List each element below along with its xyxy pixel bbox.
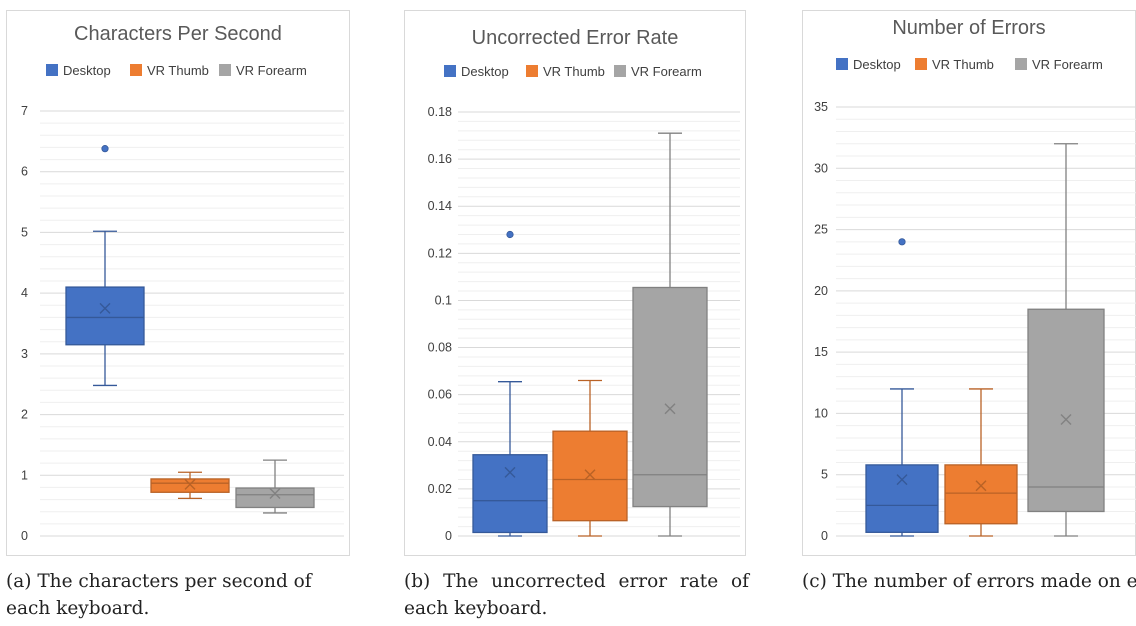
legend-label-0: Desktop (853, 57, 901, 72)
iqr-box (632, 286, 708, 508)
legend-label-0: Desktop (461, 64, 509, 79)
box-vr-forearm (632, 132, 708, 537)
y-tick-label: 5 (821, 468, 828, 482)
iqr-box (1027, 308, 1105, 513)
y-tick-label: 0.04 (428, 435, 452, 449)
legend-swatch-1 (915, 58, 927, 70)
mean-marker (184, 478, 196, 490)
mean-marker (504, 466, 516, 478)
y-tick-label: 7 (21, 104, 28, 118)
box-vr-forearm (1027, 143, 1105, 537)
box-chart-uncorrected-error-rate: Uncorrected Error Rate Desktop VR Thumb VR … (404, 10, 746, 556)
caption-a: (a) The characters per second of each ke… (6, 571, 312, 619)
chart-title: Number of Errors (892, 17, 1045, 39)
outlier-point (101, 145, 109, 153)
y-tick-label: 6 (21, 165, 28, 179)
legend-label-0: Desktop (63, 63, 111, 78)
chart-title: Uncorrected Error Rate (472, 27, 679, 49)
y-tick-label: 15 (814, 345, 828, 359)
mean-marker (269, 488, 281, 499)
legend-swatch-2 (219, 64, 231, 76)
y-tick-label: 0 (821, 529, 828, 543)
y-tick-label: 0.1 (435, 293, 452, 307)
legend-swatch-0 (444, 65, 456, 77)
y-tick-label: 35 (814, 100, 828, 114)
y-tick-label: 0.18 (428, 105, 452, 119)
y-tick-label: 10 (814, 406, 828, 420)
outlier-point (506, 230, 514, 239)
y-tick-label: 4 (21, 286, 28, 300)
chart-frame (6, 10, 350, 556)
box-vr-thumb (552, 379, 628, 537)
legend-label-1: VR Thumb (147, 63, 209, 78)
legend-swatch-1 (526, 65, 538, 77)
legend-swatch-0 (46, 64, 58, 76)
iqr-box (865, 464, 939, 533)
box-vr-forearm (235, 459, 315, 514)
iqr-box (150, 478, 230, 493)
mean-marker (664, 403, 676, 415)
iqr-box (944, 464, 1018, 525)
y-tick-label: 20 (814, 284, 828, 298)
box-desktop (472, 230, 548, 537)
y-tick-label: 0 (21, 529, 28, 543)
iqr-box (472, 454, 548, 534)
legend-label-1: VR Thumb (932, 57, 994, 72)
box-desktop (865, 238, 939, 537)
caption-c: (c) The number of errors made on each ke… (802, 571, 1136, 592)
legend-label-2: VR Forearm (631, 64, 702, 79)
y-tick-label: 30 (814, 161, 828, 175)
chart-panel-a: Characters Per Second Desktop VR Thumb VR F… (6, 0, 350, 556)
outlier-point (898, 238, 906, 246)
iqr-box (235, 487, 315, 509)
legend-swatch-2 (1015, 58, 1027, 70)
y-tick-label: 5 (21, 225, 28, 239)
caption-b: (b) The uncorrected error rate of each k… (404, 571, 749, 619)
legend-label-2: VR Forearm (1032, 57, 1103, 72)
box-vr-thumb (944, 388, 1018, 537)
box-desktop (65, 145, 145, 387)
y-tick-label: 0.14 (428, 199, 452, 213)
mean-marker (99, 302, 111, 314)
legend-swatch-1 (130, 64, 142, 76)
y-tick-label: 0.02 (428, 482, 452, 496)
box-chart-characters-per-second: Characters Per Second Desktop VR Thumb VR F… (6, 10, 350, 556)
y-tick-label: 0.08 (428, 341, 452, 355)
legend-label-2: VR Forearm (236, 63, 307, 78)
chart-panel-b: Uncorrected Error Rate Desktop VR Thumb VR … (404, 0, 746, 556)
legend-swatch-2 (614, 65, 626, 77)
iqr-box (65, 286, 145, 346)
iqr-box (552, 430, 628, 522)
legend-swatch-0 (836, 58, 848, 70)
mean-marker (584, 469, 596, 481)
y-tick-label: 25 (814, 223, 828, 237)
y-tick-label: 1 (21, 468, 28, 482)
box-chart-number-of-errors: Number of Errors Desktop VR Thumb VR Forear… (802, 10, 1136, 556)
mean-marker (896, 474, 908, 486)
legend-label-1: VR Thumb (543, 64, 605, 79)
chart-title: Characters Per Second (74, 23, 282, 45)
y-tick-label: 2 (21, 408, 28, 422)
y-tick-label: 3 (21, 347, 28, 361)
y-tick-label: 0.12 (428, 246, 452, 260)
mean-marker (1060, 414, 1072, 426)
chart-panel-c: Number of Errors Desktop VR Thumb VR Forear… (802, 0, 1136, 556)
y-tick-label: 0.06 (428, 388, 452, 402)
y-tick-label: 0 (445, 529, 452, 543)
y-tick-label: 0.16 (428, 152, 452, 166)
box-vr-thumb (150, 471, 230, 500)
mean-marker (975, 480, 987, 492)
